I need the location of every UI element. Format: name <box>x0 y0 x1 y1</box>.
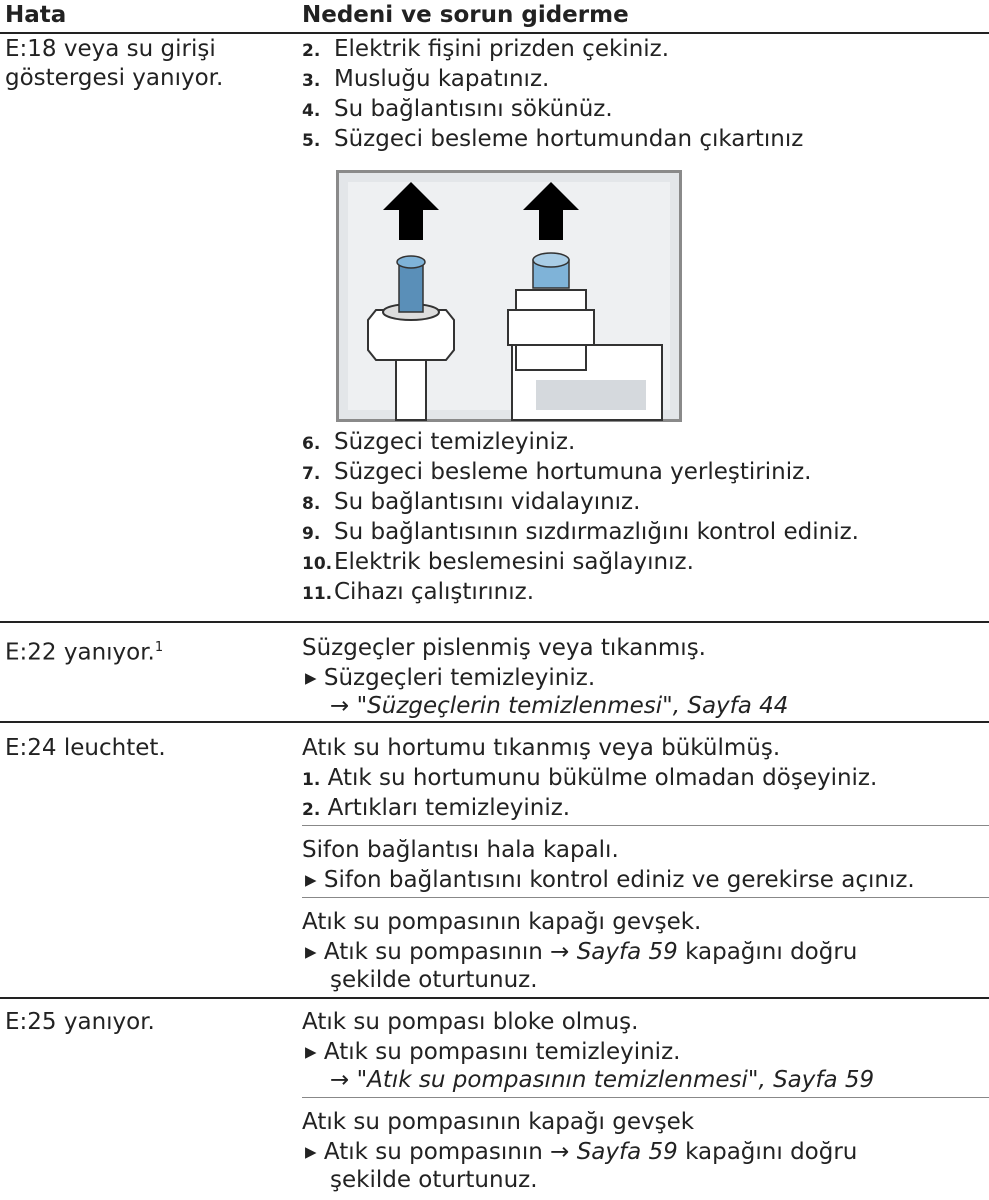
rule <box>0 32 989 34</box>
error: E:24 leuchtet. <box>5 735 166 761</box>
rule <box>0 997 989 999</box>
error: göstergesi yanıyor. <box>5 65 224 91</box>
step: 6. Süzgeci temizleyiniz. <box>302 429 576 455</box>
step: 8. Su bağlantısını vidalayınız. <box>302 489 641 515</box>
cause: Atık su hortumu tıkanmış veya bükülmüş. <box>302 735 781 761</box>
step: 10.Elektrik beslemesini sağlayınız. <box>302 549 694 575</box>
step: 5. Süzgeci besleme hortumundan çıkartınız <box>302 126 804 152</box>
rule <box>302 1097 989 1098</box>
action: ▸ Atık su pompasını temizleyiniz. <box>305 1039 681 1065</box>
error: E:22 yanıyor.1 <box>5 639 164 666</box>
action: ▸ Atık su pompasının → Sayfa 59 kapağını… <box>305 939 858 965</box>
step: 2. Artıkları temizleyiniz. <box>302 795 571 821</box>
step: 2. Elektrik fişini prizden çekiniz. <box>302 36 670 62</box>
cause: Süzgeçler pislenmiş veya tıkanmış. <box>302 635 706 661</box>
rule <box>0 621 989 623</box>
step: 9. Su bağlantısının sızdırmazlığını kontr… <box>302 519 859 545</box>
filter-illustration <box>336 170 682 422</box>
action: ▸ Sifon bağlantısını kontrol ediniz ve g… <box>305 867 915 893</box>
rule <box>0 721 989 723</box>
footnote: 1 <box>154 640 164 655</box>
header: Hata <box>5 2 67 28</box>
step: 3. Musluğu kapatınız. <box>302 66 550 92</box>
reference: → "Süzgeçlerin temizlenmesi", Sayfa 44 <box>330 693 789 719</box>
error: E:25 yanıyor. <box>5 1009 155 1035</box>
step: 7. Süzgeci besleme hortumuna yerleştirini… <box>302 459 812 485</box>
error: E:18 veya su girişi <box>5 36 216 62</box>
reference: → "Atık su pompasının temizlenmesi", Say… <box>330 1067 875 1093</box>
cause: Atık su pompası bloke olmuş. <box>302 1009 639 1035</box>
rule <box>302 897 989 898</box>
step: 11.Cihazı çalıştırınız. <box>302 579 535 605</box>
action: ▸ Süzgeçleri temizleyiniz. <box>305 665 596 691</box>
action: ▸ Atık su pompasının → Sayfa 59 kapağını… <box>305 1139 858 1165</box>
cause: Sifon bağlantısı hala kapalı. <box>302 837 619 863</box>
cause: Atık su pompasının kapağı gevşek. <box>302 909 702 935</box>
action: şekilde oturtunuz. <box>330 967 538 993</box>
step: 4. Su bağlantısını sökünüz. <box>302 96 613 122</box>
action: şekilde oturtunuz. <box>330 1167 538 1193</box>
header: Nedeni ve sorun giderme <box>302 2 629 28</box>
step: 1. Atık su hortumunu bükülme olmadan döş… <box>302 765 878 791</box>
cause: Atık su pompasının kapağı gevşek <box>302 1109 695 1135</box>
rule <box>302 825 989 826</box>
